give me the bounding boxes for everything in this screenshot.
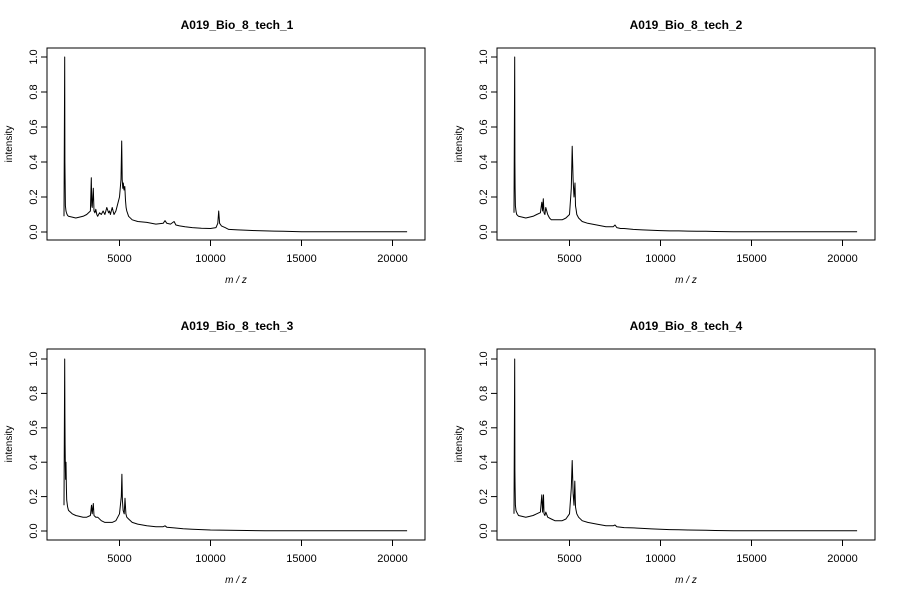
panel-title: A019_Bio_8_tech_2 <box>630 18 743 32</box>
panel-2: A019_Bio_8_tech_2 5000 10000 15000 20000… <box>454 18 876 286</box>
y-tick-label: 0.8 <box>28 84 40 99</box>
panel-1: A019_Bio_8_tech_1 5000 10000 15000 20000… <box>4 18 426 286</box>
y-tick-label: 0.8 <box>478 84 490 99</box>
plot-frame <box>46 348 426 541</box>
x-tick-label: 10000 <box>195 553 226 565</box>
y-tick-label: 0.6 <box>28 119 40 134</box>
spectrum-line <box>63 56 408 233</box>
tick-group <box>491 56 843 246</box>
x-axis-label: m / z <box>225 575 247 586</box>
x-tick-label: 10000 <box>195 253 226 265</box>
x-tick-label: 15000 <box>286 553 317 565</box>
x-tick-label: 15000 <box>736 553 767 565</box>
spectrum-line <box>513 56 858 233</box>
x-axis-label: m / z <box>675 575 697 586</box>
spectrum-line <box>63 358 408 532</box>
y-axis-label: intensity <box>454 426 465 463</box>
y-tick-label: 0.6 <box>28 420 40 435</box>
x-tick-label: 10000 <box>645 253 676 265</box>
y-tick-label: 1.0 <box>28 49 40 64</box>
y-axis-label: intensity <box>4 426 15 463</box>
y-tick-label: 0.6 <box>478 119 490 134</box>
plot-frame <box>496 348 876 541</box>
x-tick-label: 10000 <box>645 553 676 565</box>
x-tick-label: 5000 <box>107 553 131 565</box>
tick-group <box>41 358 393 546</box>
x-tick-label: 20000 <box>827 553 858 565</box>
panel-title: A019_Bio_8_tech_4 <box>630 319 743 333</box>
y-tick-label: 0.0 <box>478 224 490 239</box>
y-tick-label: 0.4 <box>28 455 40 470</box>
y-axis-label: intensity <box>454 126 465 163</box>
x-tick-label: 5000 <box>107 253 131 265</box>
y-tick-label: 0.2 <box>28 489 40 504</box>
x-axis-label: m / z <box>225 275 247 286</box>
plot-frame <box>46 47 426 241</box>
panel-4: A019_Bio_8_tech_4 5000 10000 15000 20000… <box>454 319 876 586</box>
tick-group <box>491 358 843 546</box>
x-axis-label: m / z <box>675 275 697 286</box>
y-tick-label: 0.8 <box>478 386 490 401</box>
spectrum-line <box>513 358 858 532</box>
y-tick-label: 0.4 <box>478 154 490 169</box>
y-tick-label: 0.0 <box>478 523 490 538</box>
y-tick-label: 0.2 <box>478 489 490 504</box>
y-tick-label: 0.8 <box>28 386 40 401</box>
plot-frame <box>496 47 876 241</box>
y-tick-label: 0.6 <box>478 420 490 435</box>
x-tick-label: 20000 <box>377 253 408 265</box>
y-tick-label: 0.4 <box>28 154 40 169</box>
y-tick-label: 0.4 <box>478 455 490 470</box>
y-tick-label: 1.0 <box>28 351 40 366</box>
x-tick-label: 15000 <box>286 253 317 265</box>
y-tick-label: 0.2 <box>478 189 490 204</box>
panel-title: A019_Bio_8_tech_1 <box>181 18 294 32</box>
y-tick-label: 0.0 <box>28 523 40 538</box>
y-tick-label: 0.2 <box>28 189 40 204</box>
panel-title: A019_Bio_8_tech_3 <box>181 319 294 333</box>
x-tick-label: 5000 <box>557 253 581 265</box>
x-tick-label: 5000 <box>557 553 581 565</box>
panel-3: A019_Bio_8_tech_3 5000 10000 15000 20000… <box>4 319 426 586</box>
y-tick-label: 1.0 <box>478 351 490 366</box>
y-tick-label: 0.0 <box>28 224 40 239</box>
x-tick-label: 20000 <box>827 253 858 265</box>
y-tick-label: 1.0 <box>478 49 490 64</box>
x-tick-label: 15000 <box>736 253 767 265</box>
tick-group <box>41 56 393 246</box>
y-axis-label: intensity <box>4 126 15 163</box>
x-tick-label: 20000 <box>377 553 408 565</box>
